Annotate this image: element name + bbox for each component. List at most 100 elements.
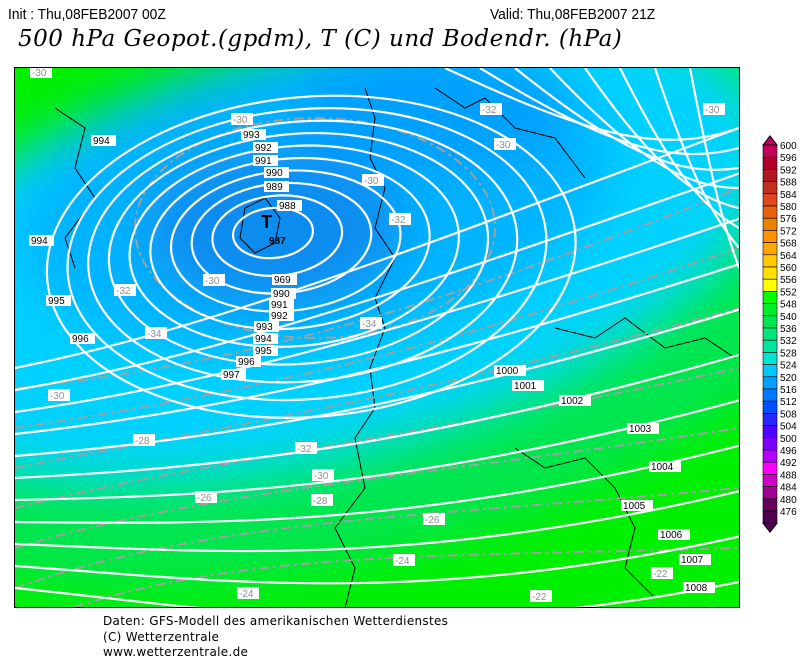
isobar — [15, 580, 739, 607]
isobar-label: 987 — [269, 236, 286, 247]
isobar — [15, 535, 739, 585]
isotherm — [134, 117, 496, 339]
legend-label: 512 — [780, 397, 797, 408]
footer-link[interactable]: www.wetterzentrale.de — [103, 645, 249, 659]
isotherm — [15, 247, 739, 429]
isotherm-label: -32 — [391, 215, 406, 226]
isobar — [66, 107, 548, 402]
legend-swatch — [762, 205, 778, 219]
legend-swatch — [762, 254, 778, 268]
isobar-label-bg — [683, 582, 715, 593]
legend-label: 572 — [780, 226, 797, 237]
isobar-label: 997 — [223, 370, 240, 381]
isobar-label-bg — [254, 321, 279, 332]
isobar-label: 1005 — [623, 501, 646, 512]
legend-swatch — [762, 242, 778, 256]
isotherm-label-bg — [423, 513, 445, 525]
isotherm-label: -30 — [205, 276, 220, 287]
low-pressure-marker: T — [261, 212, 272, 232]
isotherm — [15, 427, 739, 549]
isotherm-label-bg — [114, 284, 136, 296]
isobar-label: 994 — [31, 236, 48, 247]
legend-label: 580 — [780, 202, 797, 213]
isotherm-label-bg — [494, 138, 516, 150]
legend-swatch — [762, 352, 778, 365]
legend-swatch — [762, 193, 778, 207]
isotherm-label-bg — [389, 213, 411, 225]
isobar-label-bg — [253, 333, 278, 344]
isobar — [15, 308, 739, 458]
legend-label: 552 — [780, 287, 797, 298]
legend-label: 496 — [780, 446, 797, 457]
isobar-label: 991 — [271, 300, 288, 311]
legend-swatch — [762, 278, 778, 292]
isobar — [549, 68, 739, 190]
isobar-label-bg — [70, 333, 95, 344]
isobar — [231, 206, 315, 260]
isotherm-label: -30 — [32, 68, 47, 79]
legend-swatch — [762, 474, 778, 487]
isotherm-label: -28 — [313, 496, 328, 507]
footer-copyright: (C) Wetterzentrale — [103, 630, 220, 644]
isotherm-label: -28 — [135, 436, 150, 447]
legend-swatch — [762, 291, 778, 304]
legend-swatch — [762, 510, 778, 524]
isobar-label-bg — [264, 181, 289, 192]
isotherm-label: -34 — [147, 329, 162, 340]
isobar-label: 989 — [266, 182, 283, 193]
isobar-label: 994 — [93, 136, 110, 147]
isotherm-label: -32 — [297, 444, 312, 455]
init-time: Init : Thu,08FEB2007 00Z — [8, 6, 166, 23]
isotherm-label-bg — [703, 103, 725, 115]
isotherm-label-bg — [295, 442, 317, 454]
isobar-label: 993 — [243, 130, 260, 141]
isobar-label: 1000 — [496, 366, 519, 377]
legend-swatch — [762, 461, 778, 475]
legend-label: 548 — [780, 300, 797, 311]
legend-swatch — [762, 498, 778, 512]
legend-swatch — [762, 230, 778, 243]
isobar-label: 993 — [256, 322, 273, 333]
legend-label: 536 — [780, 324, 797, 335]
isobar — [15, 399, 739, 502]
legend-label: 480 — [780, 495, 797, 506]
isobar-label: 1004 — [651, 462, 674, 473]
map-labels: 9949939929919909899889879949959969979699… — [29, 68, 725, 603]
legend-swatch — [762, 156, 778, 170]
legend-arrow-top — [761, 135, 779, 146]
isobar-label-bg — [269, 299, 294, 310]
isobar — [15, 172, 739, 392]
isotherm-label-bg — [231, 113, 253, 125]
isobar-label-bg — [253, 345, 278, 356]
legend-swatch — [762, 303, 778, 317]
isobar-label-bg — [627, 423, 659, 434]
isotherm-label: -24 — [395, 556, 410, 567]
isotherm-label-bg — [311, 494, 333, 506]
isotherms — [15, 117, 739, 607]
legend-swatch — [762, 144, 778, 158]
isotherm — [15, 487, 739, 589]
legend-swatch — [762, 413, 778, 426]
legend-swatch — [762, 486, 778, 500]
isobar-label: 1006 — [660, 530, 683, 541]
isotherm-label-bg — [203, 274, 225, 286]
isotherm-label-bg — [393, 554, 415, 566]
valid-time: Valid: Thu,08FEB2007 21Z — [490, 6, 656, 23]
isotherm-label-bg — [530, 590, 552, 602]
isotherm-label-bg — [237, 587, 259, 599]
isobar-label-bg — [46, 295, 71, 306]
legend-swatch — [762, 388, 778, 402]
legend-swatch — [762, 437, 778, 451]
isobar-label: 1002 — [561, 396, 584, 407]
legend-label: 508 — [780, 409, 797, 420]
footer-data-source: Daten: GFS-Modell des amerikanischen Wet… — [103, 614, 449, 628]
color-legend: 600 596 592 588 584 580 576 572 568 564 560 556 552 5… — [761, 135, 809, 539]
isotherm-label: -22 — [653, 569, 668, 580]
isobar-label-bg — [253, 155, 278, 166]
isobar — [107, 131, 490, 366]
legend-label: 600 — [780, 141, 797, 152]
isotherm-label-bg — [133, 434, 155, 446]
isotherm — [70, 547, 739, 607]
isobar-label: 1001 — [514, 381, 537, 392]
isobar — [45, 94, 577, 419]
